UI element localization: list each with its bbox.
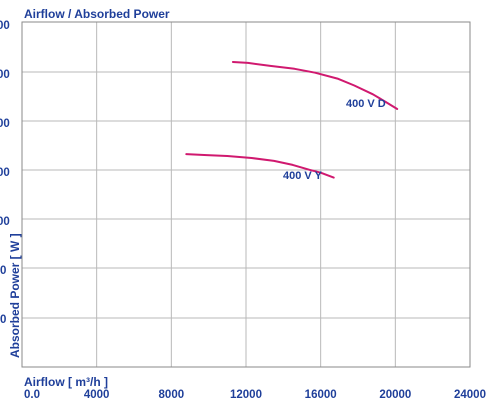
y-tick-label: 0 [0,265,6,277]
grid-lines [22,22,470,367]
series-label: 400 V D [346,98,386,110]
x-tick-label: 4000 [84,389,110,401]
y-tick-label: 00 [0,69,10,81]
series-layer: 400 V D 400 V Y [185,61,399,182]
x-tick-label: 12000 [230,389,262,401]
x-axis-label: Airflow [ m³/h ] [24,375,108,389]
y-tick-label: 00 [0,20,10,32]
y-axis-label: Absorbed Power [ W ] [8,233,22,358]
chart-title: Airflow / Absorbed Power [24,7,170,21]
x-tick-label: 0.0 [24,389,40,401]
series-line [231,61,399,110]
y-tick-label: 00 [0,167,10,179]
series-label: 400 V Y [283,170,323,182]
y-tick-label: 00 [0,216,10,228]
x-tick-label: 20000 [379,389,411,401]
y-tick-label: 0 [0,314,6,326]
x-tick-label: 24000 [454,389,486,401]
series-line [185,153,335,179]
x-tick-label: 16000 [305,389,337,401]
plot-frame [21,21,471,368]
y-tick-label: 00 [0,118,10,130]
x-tick-label: 8000 [159,389,185,401]
x-tick-labels: 0.0 4000 8000 12000 16000 20000 24000 [24,389,486,401]
